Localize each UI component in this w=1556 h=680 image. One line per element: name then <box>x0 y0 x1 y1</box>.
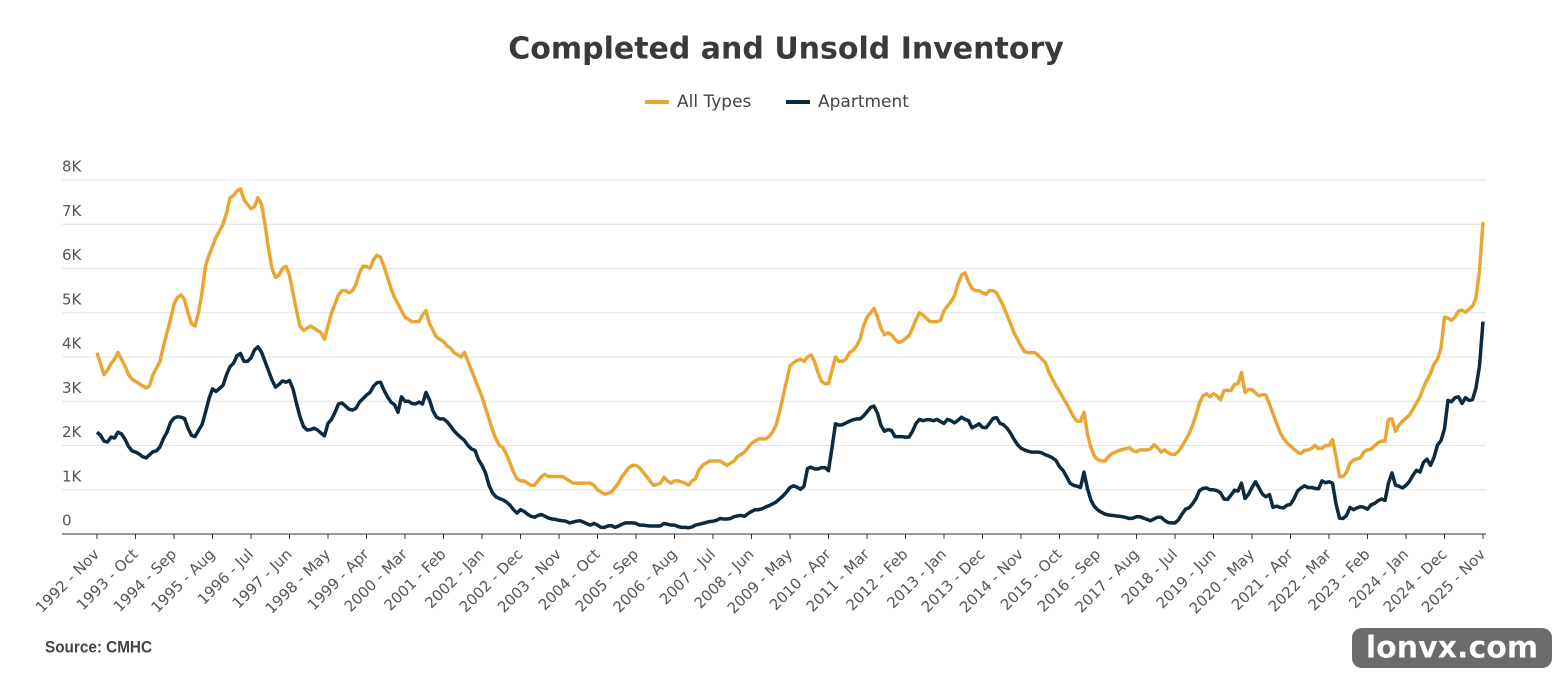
watermark-box <box>1352 628 1552 668</box>
y-tick-label: 6K <box>62 246 83 264</box>
y-tick-label: 8K <box>62 158 83 176</box>
y-tick-label: 3K <box>62 379 83 397</box>
series-line <box>95 187 1485 496</box>
y-tick-label: 2K <box>62 423 83 441</box>
y-tick-label: 0 <box>62 512 72 530</box>
series-line <box>95 321 1485 530</box>
y-tick-label: 4K <box>62 335 83 353</box>
legend-label: All Types <box>677 92 752 112</box>
chart-title: Completed and Unsold Inventory <box>508 32 1064 67</box>
legend-label: Apartment <box>818 92 909 112</box>
watermark: lonvx.com <box>1366 631 1538 666</box>
source-note: Source: CMHC <box>45 638 152 657</box>
y-tick-label: 1K <box>62 467 83 485</box>
y-tick-label: 7K <box>62 202 83 220</box>
y-tick-label: 5K <box>62 290 83 308</box>
